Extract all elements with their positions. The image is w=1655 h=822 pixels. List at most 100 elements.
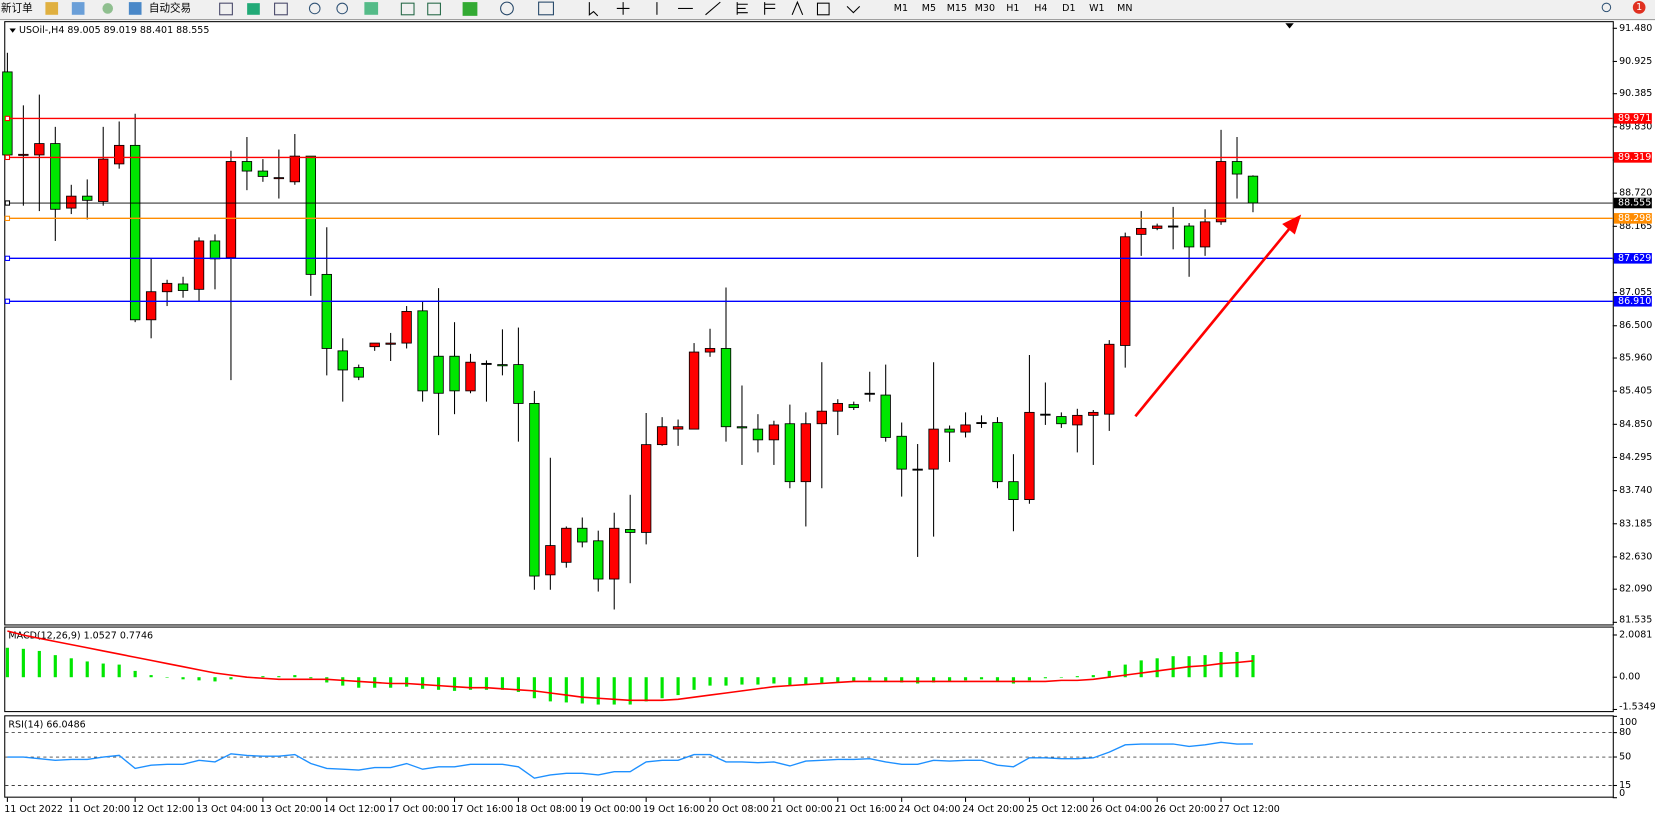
macd-panel	[4, 626, 1614, 713]
annotation-arrow	[1134, 226, 1292, 418]
level-label-bg	[1613, 213, 1652, 224]
icon[interactable]	[364, 2, 379, 15]
macd-bar	[436, 677, 441, 690]
macd-bar	[916, 677, 920, 684]
candle-body	[800, 423, 812, 483]
candle-body	[50, 143, 61, 210]
level-handle	[4, 154, 11, 161]
macd-bar	[804, 677, 808, 685]
badge-count[interactable]: 1	[1636, 2, 1642, 13]
new-order-button[interactable]: 新订单	[1, 1, 33, 14]
notification-badge[interactable]	[1632, 1, 1646, 14]
label-tool[interactable]	[816, 2, 830, 16]
y-tick-label: 2.0081	[1619, 629, 1652, 640]
y-tick-label: 85.405	[1619, 386, 1652, 397]
macd-bar	[1219, 651, 1223, 678]
candle-body	[816, 410, 827, 425]
timeframe-button[interactable]: M15	[947, 3, 967, 14]
macd-bar	[1011, 677, 1016, 684]
candle-body	[577, 527, 588, 543]
macd-bar	[868, 677, 872, 681]
y-tick-label: 15	[1619, 780, 1631, 791]
icon[interactable]	[400, 2, 415, 16]
fibo-tool[interactable]	[736, 2, 748, 15]
macd-bar	[612, 677, 616, 705]
cursor-tool[interactable]	[588, 2, 599, 17]
icon[interactable]	[247, 3, 260, 15]
candle-body	[848, 404, 859, 409]
timeframe-button[interactable]: H1	[1006, 3, 1019, 14]
icon[interactable]	[219, 2, 233, 16]
timeframe-button[interactable]: M30	[975, 3, 995, 14]
macd-bar	[468, 677, 473, 690]
text-tool[interactable]	[791, 0, 804, 15]
icon[interactable]	[45, 2, 59, 15]
icon[interactable]	[102, 3, 114, 14]
candle-body	[321, 273, 332, 349]
fan-tool[interactable]	[764, 2, 776, 15]
macd-bar	[628, 677, 632, 705]
candle-body	[1199, 221, 1211, 248]
level-label: 89.971	[1618, 113, 1651, 124]
macd-bar	[548, 677, 552, 702]
periods[interactable]	[500, 1, 514, 16]
crosshair-tool[interactable]	[616, 2, 630, 15]
macd-bar	[979, 677, 984, 680]
trendline-tool[interactable]	[705, 1, 721, 16]
macd-bar	[101, 663, 105, 678]
macd-bar	[1107, 670, 1111, 678]
candle-body	[193, 240, 205, 290]
candle-body	[1167, 225, 1179, 228]
timeframe-button[interactable]: H4	[1034, 3, 1047, 14]
y-tick-label: 86.500	[1619, 320, 1652, 331]
icon[interactable]	[427, 2, 441, 16]
macd-bar	[836, 677, 840, 683]
candle-body	[145, 291, 157, 321]
macd-bar	[532, 677, 536, 699]
macd-bar	[1123, 664, 1127, 678]
macd-bar	[580, 677, 584, 704]
level-handle	[4, 215, 11, 222]
candle-body	[273, 177, 285, 180]
y-tick-label: 83.185	[1619, 518, 1652, 529]
y-tick-label: 90.925	[1619, 56, 1652, 67]
candle-body	[912, 468, 923, 471]
icon[interactable]	[71, 2, 85, 15]
x-tick-label: 13 Oct 04:00	[196, 804, 258, 815]
macd-bar	[149, 675, 153, 678]
macd-bar	[1251, 655, 1255, 678]
candle-body	[704, 348, 716, 353]
x-tick-label: 21 Oct 16:00	[835, 804, 897, 815]
macd-bar	[564, 677, 568, 703]
annotation-arrowhead	[1282, 214, 1302, 235]
y-tick-label: 0.00	[1619, 672, 1640, 683]
candle-body	[625, 529, 636, 533]
templates[interactable]	[538, 1, 554, 16]
candle-body	[129, 144, 141, 321]
timeframe-button[interactable]: D1	[1062, 3, 1075, 14]
timeframe-button[interactable]: W1	[1089, 3, 1104, 14]
y-tick-label: 83.740	[1619, 485, 1652, 496]
zoom-in[interactable]	[308, 2, 321, 15]
macd-bar	[900, 677, 904, 683]
auto-trading-icon[interactable]	[128, 2, 142, 15]
y-tick-label: 90.385	[1619, 88, 1652, 99]
y-tick-label: 87.055	[1619, 287, 1652, 298]
timeframe-button[interactable]: M1	[894, 3, 908, 14]
arrows-tool[interactable]	[846, 5, 861, 14]
timeframe-button[interactable]: M5	[922, 3, 936, 14]
macd-bar	[341, 677, 345, 686]
macd-bar	[165, 677, 169, 678]
zoom-out[interactable]	[336, 2, 349, 15]
icon[interactable]	[274, 2, 288, 16]
auto-trading-button[interactable]: 自动交易	[149, 1, 191, 14]
candle-body	[896, 435, 907, 470]
indicators[interactable]	[462, 2, 478, 16]
x-tick-label: 13 Oct 20:00	[260, 804, 322, 815]
macd-bar	[724, 677, 728, 686]
search[interactable]	[1601, 2, 1612, 13]
level-label: 86.910	[1618, 296, 1651, 307]
timeframe-button[interactable]: MN	[1117, 3, 1132, 14]
macd-bar	[884, 677, 888, 682]
